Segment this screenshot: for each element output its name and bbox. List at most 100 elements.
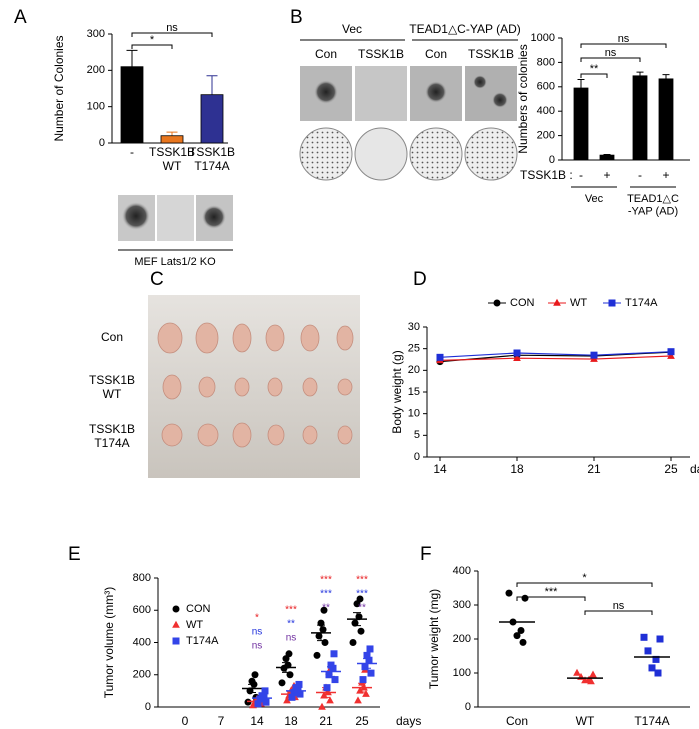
error-bar	[327, 666, 335, 677]
panel-label: C	[150, 269, 164, 290]
group-label: Vec	[585, 193, 604, 205]
marker	[278, 679, 286, 687]
y-tick-label: 400	[537, 105, 555, 117]
marker	[285, 650, 293, 658]
y-tick-label: 25	[408, 343, 420, 355]
marker	[521, 594, 529, 602]
colony	[122, 202, 150, 230]
significance-label: **	[358, 603, 366, 614]
colony	[314, 80, 338, 104]
significance-label: ***	[320, 575, 332, 586]
colony-images-a	[118, 195, 233, 251]
error-bar	[258, 695, 266, 701]
micrograph	[355, 66, 407, 121]
marker	[320, 606, 328, 614]
y-tick-label: 600	[133, 604, 151, 616]
x-tick-label: WT	[576, 714, 595, 728]
marker	[505, 589, 513, 597]
marker	[513, 632, 521, 640]
tumor	[232, 323, 252, 353]
marker	[357, 627, 365, 635]
marker	[349, 639, 357, 646]
y-tick-label: 300	[87, 28, 105, 40]
y-axis-label: Body weight (g)	[390, 350, 404, 433]
colony	[473, 75, 487, 89]
y-axis-label: Tumor weight (mg)	[427, 589, 441, 689]
y-tick-label: 800	[537, 56, 555, 68]
bar	[160, 135, 184, 144]
marker	[326, 696, 334, 704]
error-bar	[662, 74, 670, 79]
image-column-label: Con	[425, 47, 447, 61]
image-column-label: TSSK1B	[468, 47, 514, 61]
legend-label: WT	[186, 619, 203, 631]
x-axis-label: days	[690, 462, 699, 476]
error-bar	[248, 683, 256, 693]
significance-label: ***	[356, 589, 368, 600]
significance-label: ns	[605, 47, 617, 59]
tumor	[267, 424, 285, 446]
marker	[330, 650, 338, 658]
y-tick-label: 0	[99, 137, 105, 149]
legend-marker	[172, 620, 180, 628]
x-tick-label: 14	[433, 462, 447, 476]
marker	[654, 669, 662, 677]
error-bar	[358, 682, 366, 693]
marker	[356, 595, 364, 603]
y-tick-label: 20	[408, 364, 420, 376]
marker	[248, 677, 256, 685]
marker	[656, 635, 664, 643]
error-bar	[126, 49, 138, 67]
marker	[436, 353, 444, 361]
marker	[362, 689, 370, 697]
x-tick-label: 21	[319, 714, 333, 728]
marker	[251, 671, 259, 679]
significance-label: *	[582, 572, 587, 584]
marker	[363, 651, 371, 659]
x-axis-label: days	[396, 714, 421, 728]
significance-bracket	[131, 32, 213, 37]
y-tick-label: 0	[549, 154, 555, 166]
marker	[590, 351, 598, 359]
y-tick-label: 200	[133, 669, 151, 681]
marker	[288, 693, 296, 701]
significance-label: ***	[285, 605, 297, 616]
significance-label: ***	[320, 589, 332, 600]
x-tick-label: 18	[284, 714, 298, 728]
tumor	[267, 377, 283, 397]
marker	[262, 698, 270, 706]
marker	[587, 677, 595, 685]
x-tick-label: -	[579, 168, 583, 182]
bar	[200, 94, 224, 144]
marker	[573, 668, 581, 676]
y-tick-label: 0	[145, 701, 151, 713]
bar	[120, 66, 144, 144]
x-tick-label: 21	[587, 462, 601, 476]
marker	[254, 700, 262, 708]
significance-label: ns	[166, 22, 178, 34]
y-axis-label: Tumor volume (mm³)	[102, 587, 116, 699]
significance-label: *	[150, 34, 155, 46]
marker	[517, 627, 525, 634]
x-tick-label: -	[130, 145, 134, 159]
marker	[581, 676, 589, 684]
tumor	[161, 423, 183, 447]
x-tick-label: 14	[250, 714, 264, 728]
y-tick-label: 100	[87, 101, 105, 113]
marker	[244, 698, 252, 706]
panel-label: D	[413, 269, 427, 290]
marker	[640, 633, 648, 641]
panel-label: A	[14, 7, 27, 28]
bar	[658, 78, 674, 161]
tumor	[234, 377, 250, 397]
legend-marker	[553, 298, 561, 306]
panel-label: B	[290, 7, 303, 28]
y-tick-label: 0	[465, 701, 471, 713]
tumor	[157, 322, 183, 354]
tumor	[300, 324, 320, 352]
y-tick-label: 600	[537, 81, 555, 93]
y-tick-label: 0	[414, 451, 420, 463]
bar	[632, 75, 648, 161]
y-tick-label: 200	[87, 64, 105, 76]
